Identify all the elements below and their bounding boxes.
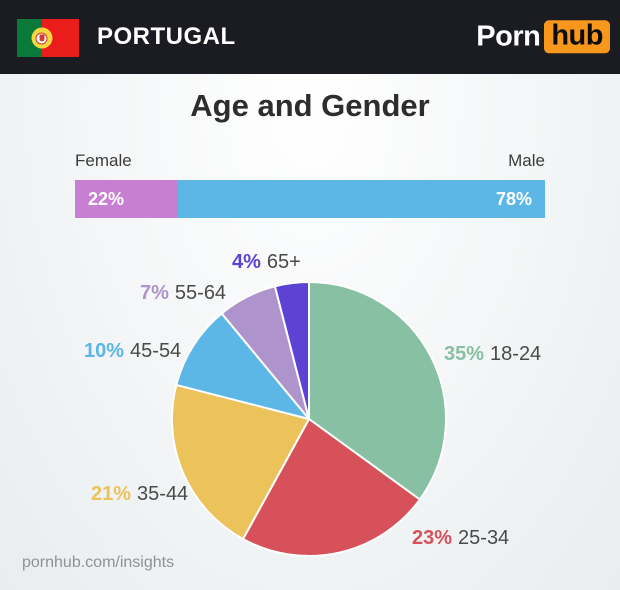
male-percent: 78% (495, 188, 532, 209)
insights-url: pornhub.com/insights (22, 554, 175, 571)
pie-chart (171, 281, 447, 557)
pie-slice-45-54 (175, 312, 310, 420)
male-bar-segment: 78% (178, 180, 545, 218)
female-percent: 22% (88, 188, 125, 209)
pie-label-35-44: 21% 35-44 (91, 483, 189, 505)
pie-slice-18-24 (308, 281, 447, 501)
pie-label-65plus: 4% 65+ (232, 251, 301, 273)
logo-text-hub: hub (544, 20, 610, 54)
logo-text-porn: Porn (476, 20, 541, 53)
country-title: PORTUGAL (97, 23, 236, 50)
gender-chart: Female Male 22% 78% (75, 151, 545, 218)
pie-slice-65+ (273, 281, 310, 420)
gender-stacked-bar: 22% 78% (75, 180, 545, 218)
pie-label-45-54: 10% 45-54 (84, 340, 182, 362)
page-title: Age and Gender (190, 88, 430, 123)
pie-slice-35-44 (171, 383, 310, 541)
pornhub-logo: Porn hub (476, 20, 610, 54)
header-bar: PORTUGAL Porn hub (0, 0, 620, 74)
female-bar-segment: 22% (75, 180, 179, 218)
pie-label-18-24: 35% 18-24 (444, 343, 542, 365)
portugal-flag-icon (17, 19, 79, 57)
male-label: Male (508, 151, 545, 170)
flag-armillary-emblem (31, 27, 53, 49)
pie-label-25-34: 23% 25-34 (412, 527, 510, 549)
pie-slice-25-34 (242, 418, 421, 557)
female-label: Female (75, 151, 132, 170)
pie-label-55-64: 7% 55-64 (140, 282, 227, 304)
